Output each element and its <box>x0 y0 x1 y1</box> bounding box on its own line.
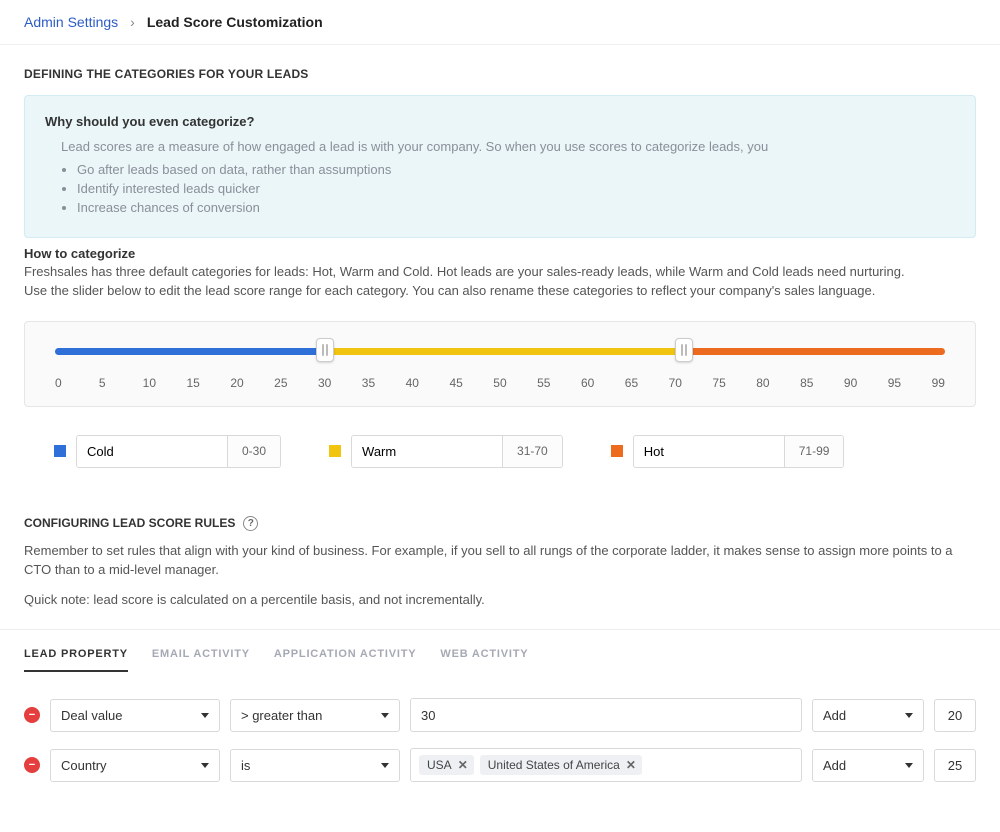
rule-field-select[interactable]: Country <box>50 749 220 782</box>
slider-tick: 50 <box>493 376 537 390</box>
info-box-bullet: Identify interested leads quicker <box>77 181 955 196</box>
rule-operator-select[interactable]: > greater than <box>230 699 400 732</box>
slider-tick: 10 <box>143 376 187 390</box>
section-title-defining: DEFINING THE CATEGORIES FOR YOUR LEADS <box>24 67 976 81</box>
slider-handle-2[interactable] <box>675 338 693 362</box>
tab-lead_property[interactable]: LEAD PROPERTY <box>24 648 128 672</box>
rule-value-input[interactable]: USA✕ United States of America✕ <box>410 748 802 782</box>
category-name-input-cold[interactable] <box>77 436 227 467</box>
slider-tick: 80 <box>756 376 800 390</box>
slider-segment-warm <box>325 348 685 355</box>
slider-tick: 95 <box>888 376 932 390</box>
slider-tick: 60 <box>581 376 625 390</box>
slider-tick: 90 <box>844 376 888 390</box>
chevron-right-icon: › <box>130 14 135 30</box>
tab-email_activity[interactable]: EMAIL ACTIVITY <box>152 648 250 672</box>
chevron-down-icon <box>381 713 389 718</box>
rule-row: −Country is USA✕ United States of America✕ A… <box>24 748 976 782</box>
remove-tag-icon[interactable]: ✕ <box>626 758 636 772</box>
slider-tick-labels: 0510152025303540455055606570758085909599 <box>55 376 945 390</box>
slider-tick: 65 <box>625 376 669 390</box>
help-icon[interactable]: ? <box>243 516 258 531</box>
rule-points-input[interactable]: 25 <box>934 749 976 782</box>
value-tag: USA✕ <box>419 755 474 775</box>
slider-tick: 99 <box>932 376 945 390</box>
rules-tabs: LEAD PROPERTY EMAIL ACTIVITY APPLICATION A… <box>24 630 976 672</box>
rules-list: −Deal value> greater than30Add20−Country… <box>24 698 976 782</box>
slider-tick: 5 <box>99 376 143 390</box>
slider-segment-cold <box>55 348 325 355</box>
slider-tick: 15 <box>186 376 230 390</box>
tab-app_activity[interactable]: APPLICATION ACTIVITY <box>274 648 417 672</box>
rule-value-input[interactable]: 30 <box>410 698 802 732</box>
info-box-heading: Why should you even categorize? <box>45 114 955 129</box>
category-range-cold: 0-30 <box>227 436 280 467</box>
section-title-configuring: CONFIGURING LEAD SCORE RULES ? <box>24 516 976 531</box>
slider-handle-1[interactable] <box>316 338 334 362</box>
chevron-down-icon <box>905 763 913 768</box>
breadcrumb-current: Lead Score Customization <box>147 14 323 30</box>
rule-operator-select[interactable]: is <box>230 749 400 782</box>
slider-tick: 75 <box>712 376 756 390</box>
rule-action-select[interactable]: Add <box>812 699 924 732</box>
slider-tick: 0 <box>55 376 99 390</box>
category-warm: 31-70 <box>329 435 563 468</box>
slider-tick: 20 <box>230 376 274 390</box>
rule-action-select[interactable]: Add <box>812 749 924 782</box>
remove-rule-icon[interactable]: − <box>24 707 40 723</box>
how-to-categorize-body: Freshsales has three default categories … <box>24 263 976 301</box>
slider-tick: 35 <box>362 376 406 390</box>
chevron-down-icon <box>905 713 913 718</box>
category-name-input-hot[interactable] <box>634 436 784 467</box>
info-box-intro: Lead scores are a measure of how engaged… <box>61 139 955 154</box>
configuring-note: Quick note: lead score is calculated on … <box>24 590 976 610</box>
tab-web_activity[interactable]: WEB ACTIVITY <box>440 648 528 672</box>
category-hot: 71-99 <box>611 435 845 468</box>
info-box-bullet-list: Go after leads based on data, rather tha… <box>77 162 955 215</box>
category-name-input-warm[interactable] <box>352 436 502 467</box>
slider-tick: 25 <box>274 376 318 390</box>
category-swatch-hot <box>611 445 623 457</box>
chevron-down-icon <box>201 763 209 768</box>
configuring-paragraph: Remember to set rules that align with yo… <box>24 541 976 580</box>
slider-tick: 30 <box>318 376 362 390</box>
info-box-bullet: Increase chances of conversion <box>77 200 955 215</box>
remove-rule-icon[interactable]: − <box>24 757 40 773</box>
category-inputs-row: 0-30 31-70 71-99 <box>54 435 946 468</box>
category-range-hot: 71-99 <box>784 436 844 467</box>
slider-tick: 85 <box>800 376 844 390</box>
info-box-bullet: Go after leads based on data, rather tha… <box>77 162 955 177</box>
score-range-slider[interactable] <box>55 344 945 358</box>
value-tag: United States of America✕ <box>480 755 642 775</box>
rule-points-input[interactable]: 20 <box>934 699 976 732</box>
chevron-down-icon <box>381 763 389 768</box>
slider-segment-hot <box>684 348 945 355</box>
remove-tag-icon[interactable]: ✕ <box>458 758 468 772</box>
breadcrumb: Admin Settings › Lead Score Customizatio… <box>0 0 1000 45</box>
category-swatch-warm <box>329 445 341 457</box>
chevron-down-icon <box>201 713 209 718</box>
category-range-warm: 31-70 <box>502 436 562 467</box>
rule-field-select[interactable]: Deal value <box>50 699 220 732</box>
rule-row: −Deal value > greater than 30 Add 20 <box>24 698 976 732</box>
slider-tick: 55 <box>537 376 581 390</box>
how-to-categorize-title: How to categorize <box>24 246 976 261</box>
info-box-why-categorize: Why should you even categorize? Lead sco… <box>24 95 976 238</box>
category-cold: 0-30 <box>54 435 281 468</box>
category-swatch-cold <box>54 445 66 457</box>
slider-tick: 40 <box>406 376 450 390</box>
slider-tick: 45 <box>449 376 493 390</box>
breadcrumb-parent-link[interactable]: Admin Settings <box>24 14 118 30</box>
score-slider-panel: 0510152025303540455055606570758085909599 <box>24 321 976 407</box>
slider-tick: 70 <box>669 376 713 390</box>
